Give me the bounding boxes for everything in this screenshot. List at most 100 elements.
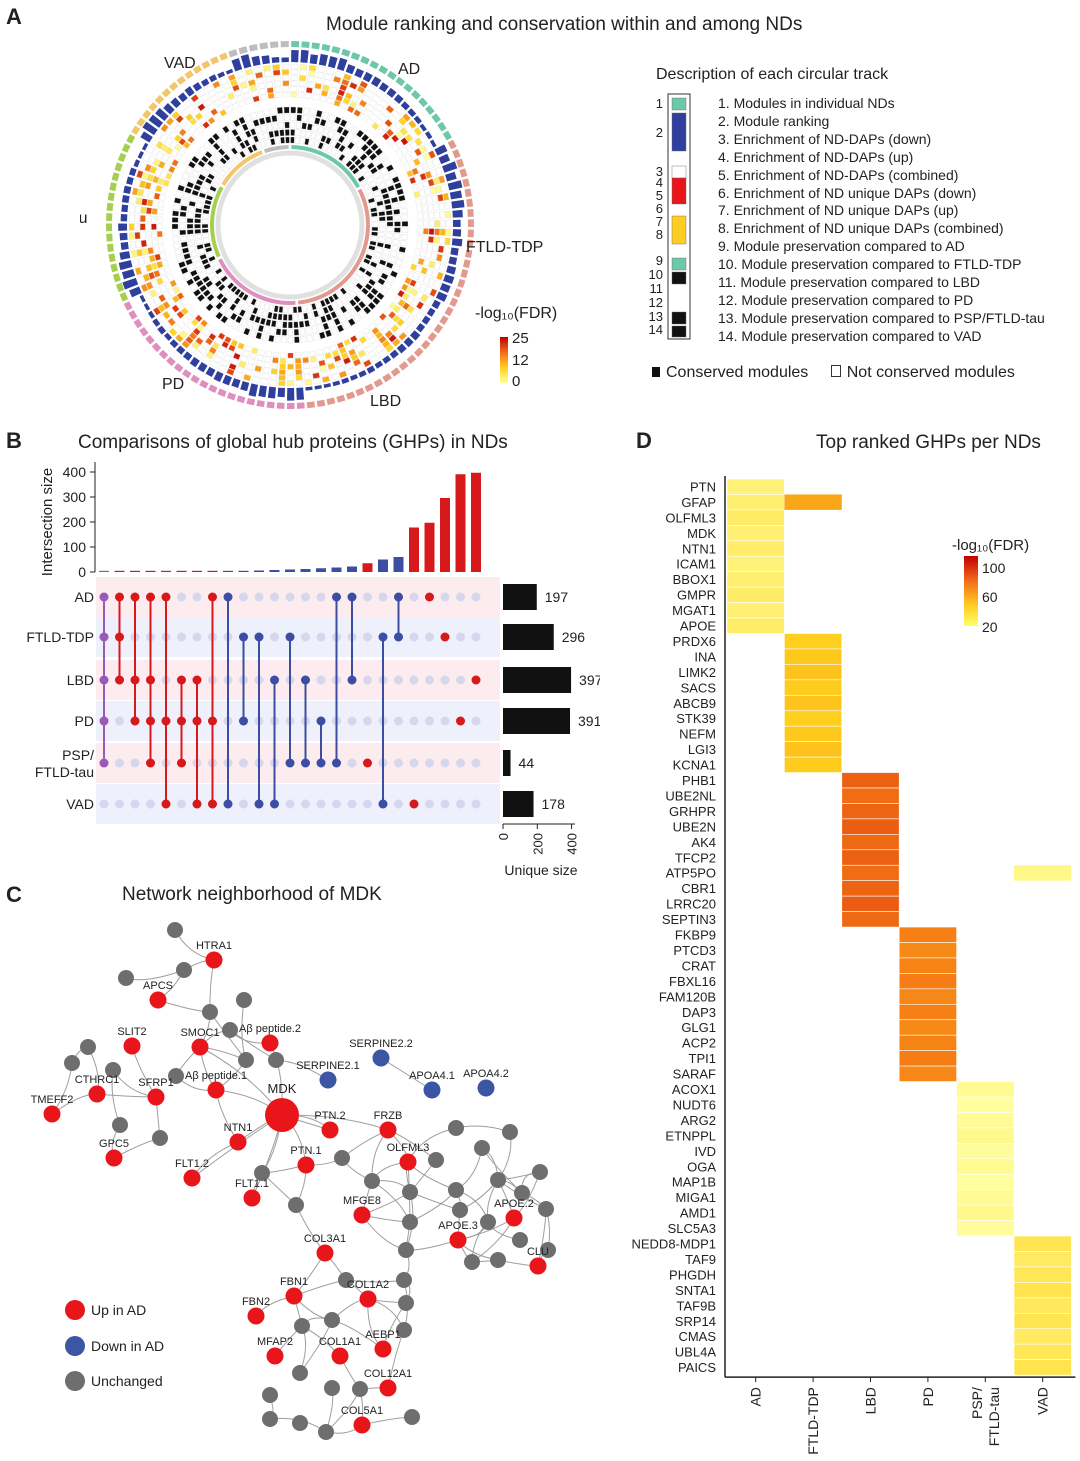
enrichment-cell [326,357,334,365]
enrichment-cell [169,140,178,149]
preservation-cell [315,133,322,141]
enrichment-cell [134,214,141,222]
matrix-dot-filled [270,799,279,809]
circos-nd-label: AD [398,61,420,78]
preservation-cell [210,298,219,306]
intersection-bar [393,557,404,572]
node-unchanged [396,1322,412,1338]
preservation-cell [329,139,337,147]
enrichment-cell [160,170,168,178]
track1-cell [457,278,466,289]
preservation-cell [176,255,184,262]
intersection-bar [347,566,357,572]
track1-cell [219,52,228,61]
enrichment-cell [158,201,165,208]
enrichment-cell [144,163,152,173]
matrix-dot-empty [316,592,326,602]
enrichment-cell [422,204,429,212]
enrichment-cell [225,105,233,114]
preservation-cell [174,248,182,256]
track1-cell [306,401,316,409]
matrix-dot-empty [239,799,248,809]
preservation-cell [349,298,357,307]
preservation-cell [205,246,213,253]
preservation-cell [351,167,360,175]
preservation-cell [245,130,252,138]
enrichment-cell [409,150,418,159]
enrichment-cell [434,211,440,219]
enrichment-cell [157,238,164,245]
preservation-cell [350,125,359,135]
intersection-bar [145,570,156,572]
track2-bar [261,55,270,65]
preservation-cell [229,303,237,312]
preservation-cell [378,216,386,222]
preservation-cell [320,135,327,143]
enrichment-cell [216,104,225,112]
preservation-cell [210,155,219,164]
enrichment-cell [434,220,440,227]
enrichment-cell [197,89,206,98]
enrichment-cell [423,220,429,227]
heatmap-cell [841,895,900,912]
network-legend-swatch [65,1371,85,1391]
enrichment-cell [181,109,190,118]
node-label: OLFML3 [387,1142,430,1154]
enrichment-cell [416,165,424,174]
enrichment-cell [194,112,203,121]
enrichment-cell [270,368,278,375]
preservation-cell [383,198,391,205]
enrichment-cell [222,100,231,109]
track2-bar [222,374,232,386]
enrichment-cell [255,71,264,79]
track1-cell [444,306,454,317]
enrichment-cell [204,84,214,93]
enrichment-cell [441,254,449,263]
preservation-cell [346,281,355,289]
preservation-cell [298,320,305,328]
enrichment-cell [406,315,415,324]
enrichment-cell [153,296,162,306]
set-label: VAD [66,796,94,812]
preservation-cell [389,170,397,178]
enrichment-cell [128,214,135,222]
track-description: 12. Module preservation compared to PD [718,291,974,308]
preservation-cell [294,336,300,344]
preservation-cell [231,322,239,331]
enrichment-cell [295,363,302,370]
enrichment-cell [267,92,275,99]
preservation-cell [265,139,271,147]
preservation-cell [363,306,372,315]
preservation-cell [325,137,332,145]
preservation-cell [201,228,209,234]
heatmap-row-label: GMPR [677,588,716,603]
track1-cell [466,239,474,248]
enrichment-cell [377,321,386,330]
enrichment-cell [165,146,174,155]
preservation-cell [320,315,327,323]
enrichment-cell [189,117,198,126]
track-bar-segment [671,311,687,325]
track2-bar [442,161,458,173]
enrichment-cell [430,168,438,177]
track-description: 10. Module preservation compared to FTLD… [718,256,1022,273]
track2-bar [155,108,169,122]
track1-cell [228,49,238,58]
enrichment-cell [150,137,159,147]
preservation-cell [188,200,196,207]
preservation-cell [183,272,192,281]
enrichment-cell [150,262,158,271]
track-bar-segment [671,257,687,271]
preservation-cell [354,171,363,179]
track1-cell [387,70,397,81]
heatmap-column-label: VAD [1035,1387,1051,1415]
enrichment-cell [317,354,325,361]
preservation-cell [371,217,379,222]
matrix-dot-filled [99,592,109,602]
matrix-dot-empty [115,799,124,809]
preservation-cell [204,199,212,206]
matrix-dot-empty [285,799,295,809]
enrichment-cell [425,251,432,260]
enrichment-cell [356,85,366,94]
enrichment-cell [337,89,346,97]
